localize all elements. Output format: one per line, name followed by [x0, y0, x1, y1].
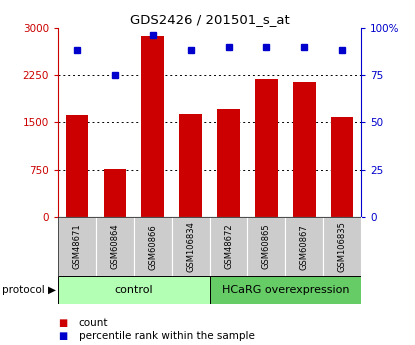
Bar: [293, 82, 315, 217]
Text: GSM106834: GSM106834: [186, 221, 195, 272]
Bar: [96, 217, 134, 276]
Text: percentile rank within the sample: percentile rank within the sample: [79, 332, 255, 341]
Text: ■: ■: [58, 332, 67, 341]
Text: ■: ■: [58, 318, 67, 327]
Bar: [142, 36, 164, 217]
Text: protocol ▶: protocol ▶: [2, 285, 56, 295]
Bar: [331, 117, 354, 217]
Text: GSM60866: GSM60866: [148, 224, 157, 269]
Title: GDS2426 / 201501_s_at: GDS2426 / 201501_s_at: [130, 13, 289, 27]
Text: count: count: [79, 318, 108, 327]
Bar: [217, 109, 240, 217]
Bar: [286, 217, 323, 276]
Bar: [104, 169, 126, 217]
Bar: [210, 276, 361, 304]
Bar: [210, 217, 247, 276]
Bar: [66, 115, 88, 217]
Bar: [247, 217, 285, 276]
Text: GSM48672: GSM48672: [224, 224, 233, 269]
Bar: [255, 79, 278, 217]
Bar: [134, 217, 172, 276]
Text: GSM106835: GSM106835: [338, 221, 347, 272]
Bar: [179, 114, 202, 217]
Text: GSM60865: GSM60865: [262, 224, 271, 269]
Bar: [58, 276, 210, 304]
Text: GSM48671: GSM48671: [73, 224, 81, 269]
Bar: [172, 217, 210, 276]
Text: GSM60867: GSM60867: [300, 224, 309, 269]
Bar: [58, 217, 96, 276]
Text: control: control: [115, 285, 153, 295]
Bar: [323, 217, 361, 276]
Text: GSM60864: GSM60864: [110, 224, 120, 269]
Text: HCaRG overexpression: HCaRG overexpression: [222, 285, 349, 295]
